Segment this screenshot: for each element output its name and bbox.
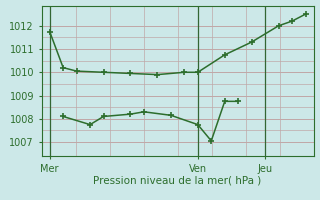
X-axis label: Pression niveau de la mer( hPa ): Pression niveau de la mer( hPa ) [93, 175, 262, 185]
